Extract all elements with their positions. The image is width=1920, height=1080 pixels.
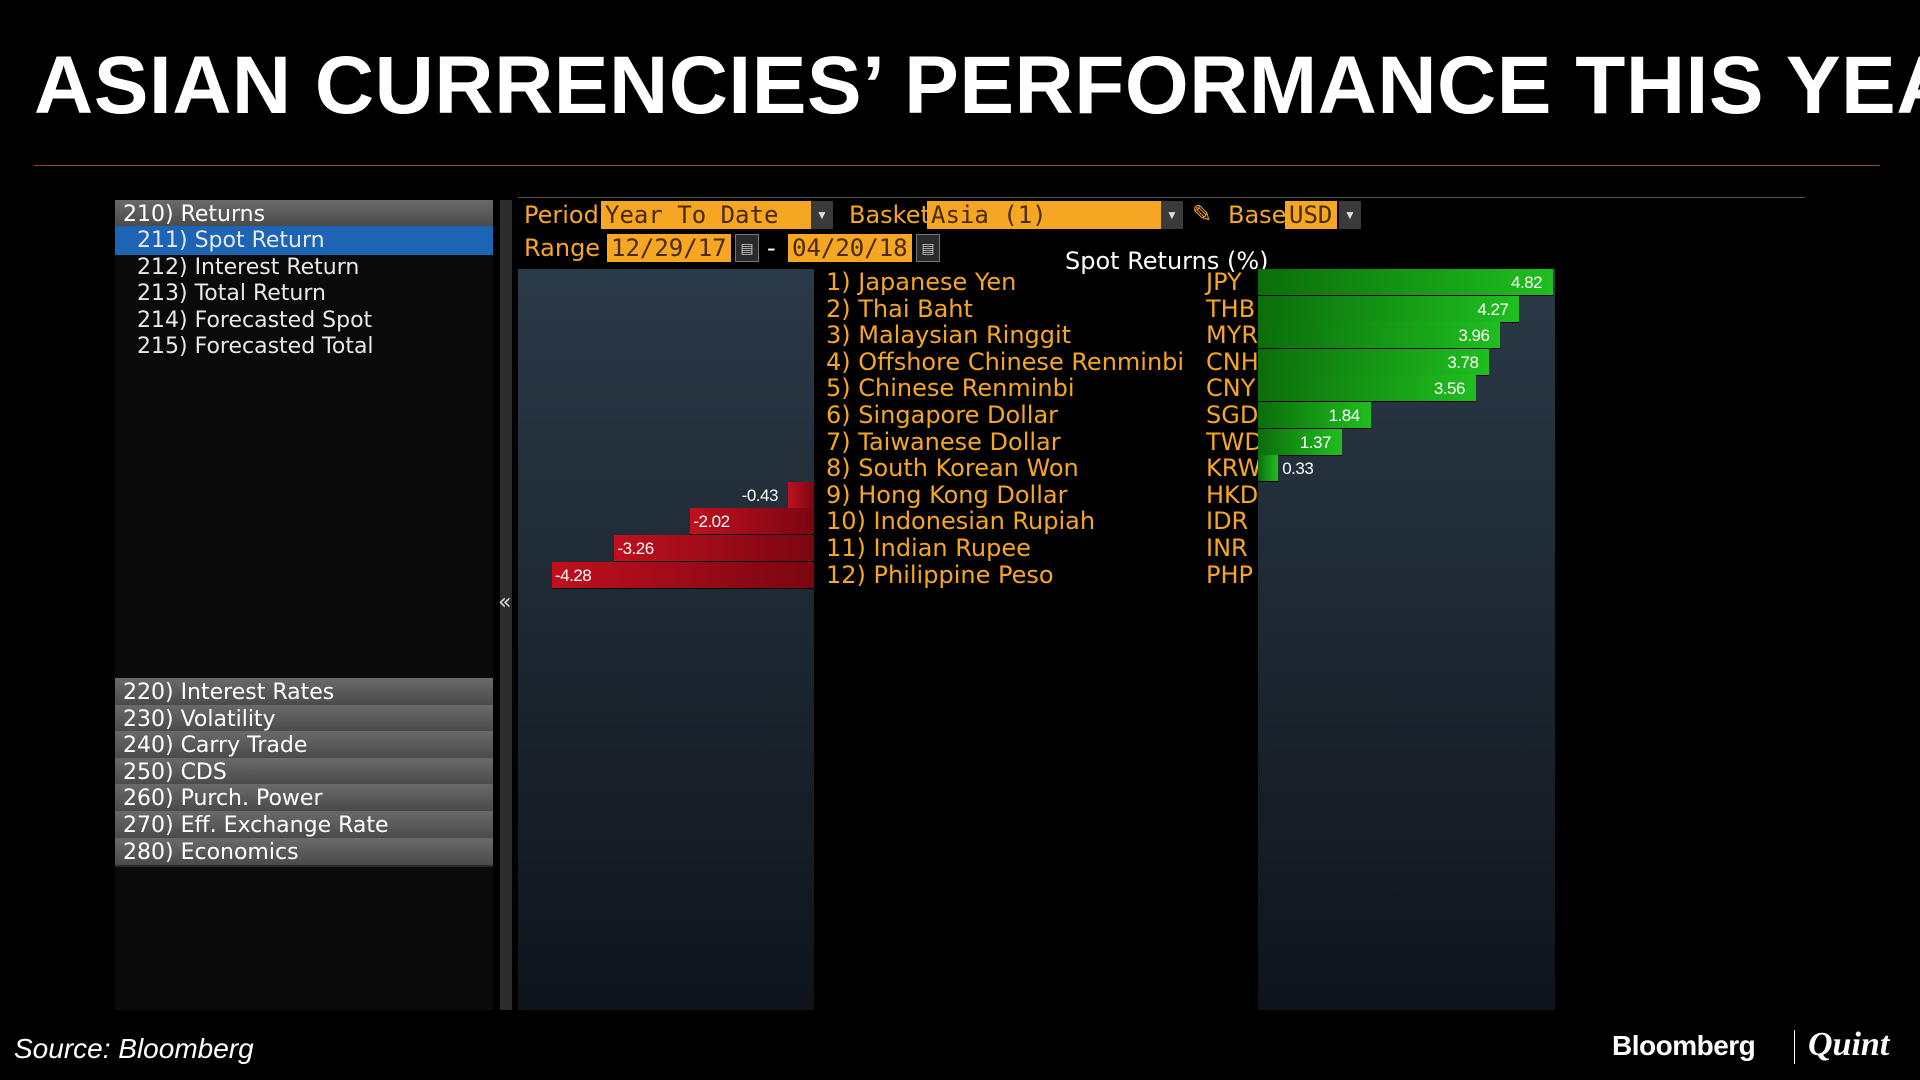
brand-logo: Bloomberg Quint — [1612, 1024, 1912, 1068]
menu-group-returns[interactable]: 210) Returns — [115, 200, 493, 229]
currency-name[interactable]: 9) Hong Kong Dollar — [826, 480, 1068, 509]
currency-name[interactable]: 8) South Korean Won — [826, 454, 1079, 483]
currency-name[interactable]: 7) Taiwanese Dollar — [826, 427, 1061, 456]
logo-quint: Quint — [1808, 1026, 1890, 1063]
period-chevron-down-icon[interactable]: ▼ — [811, 201, 833, 229]
bar — [1258, 269, 1553, 296]
currency-code: JPY — [1206, 268, 1242, 296]
currency-code: PHP — [1206, 560, 1253, 589]
title-divider — [34, 165, 1880, 166]
bar — [787, 481, 814, 509]
bar — [1258, 295, 1520, 323]
bar — [1258, 348, 1490, 376]
range-end-calendar-icon[interactable]: ▤ — [916, 234, 940, 262]
currency-name[interactable]: 11) Indian Rupee — [826, 534, 1031, 562]
basket-select[interactable]: Asia (1) — [927, 201, 1161, 229]
sidebar-item-5[interactable]: 215) Forecasted Total — [137, 334, 374, 359]
currency-name[interactable]: 4) Offshore Chinese Renminbi — [826, 347, 1185, 376]
currency-name[interactable]: 10) Indonesian Rupiah — [826, 507, 1096, 536]
period-select[interactable]: Year To Date — [601, 201, 811, 229]
menu-group-2[interactable]: 230) Volatility — [115, 704, 493, 734]
bar — [552, 561, 814, 589]
menu-group-1[interactable]: 220) Interest Rates — [115, 678, 493, 707]
base-chevron-down-icon[interactable]: ▼ — [1339, 201, 1361, 229]
chart-title: Spot Returns (%) — [1065, 247, 1269, 275]
currency-name[interactable]: 12) Philippine Peso — [826, 560, 1054, 589]
basket-chevron-down-icon[interactable]: ▼ — [1161, 201, 1183, 229]
bar — [614, 535, 814, 562]
bar — [1258, 322, 1501, 350]
controls-top-rule — [518, 197, 1805, 198]
basket-label: Basket — [849, 201, 930, 229]
bar-value-label: 0.33 — [1282, 459, 1314, 479]
bar-value-label: 3.56 — [1433, 379, 1466, 399]
bar — [1258, 402, 1371, 429]
menu-group-5[interactable]: 260) Purch. Power — [115, 784, 493, 814]
sidebar-item-2[interactable]: 212) Interest Return — [137, 254, 360, 280]
negative-bars-panel — [518, 269, 814, 1010]
sidebar-item-1[interactable]: 211) Spot Return — [115, 226, 493, 255]
range-start-calendar-icon[interactable]: ▤ — [735, 234, 759, 262]
bar-value-label: 4.82 — [1511, 273, 1543, 292]
currency-code: IDR — [1206, 507, 1249, 536]
currency-code: CNY — [1206, 374, 1256, 403]
currency-code: KRW — [1206, 454, 1262, 483]
sidebar-item-3[interactable]: 213) Total Return — [137, 281, 326, 306]
logo-separator — [1794, 1030, 1795, 1064]
currency-name[interactable]: 3) Malaysian Ringgit — [826, 321, 1072, 350]
bar-value-label: -2.02 — [693, 512, 730, 532]
bar-value-label: 4.27 — [1477, 299, 1509, 319]
menu-group-3[interactable]: 240) Carry Trade — [115, 731, 493, 761]
range-dash: - — [767, 234, 776, 262]
currency-code: SGD — [1206, 401, 1259, 429]
menu-group-7[interactable]: 280) Economics — [115, 837, 493, 867]
range-end-input[interactable]: 04/20/18 — [788, 234, 912, 262]
collapse-sidebar-icon[interactable]: « — [498, 590, 512, 615]
base-label: Base — [1228, 201, 1287, 229]
currency-code: CNH — [1206, 347, 1259, 376]
edit-pencil-icon[interactable]: ✎ — [1191, 201, 1213, 228]
bar — [1258, 428, 1342, 456]
currency-code: INR — [1206, 534, 1248, 562]
range-start-input[interactable]: 12/29/17 — [607, 234, 731, 262]
currency-code: MYR — [1206, 321, 1259, 350]
sidebar-splitter[interactable] — [500, 200, 512, 1010]
bar-value-label: 1.84 — [1328, 406, 1361, 425]
menu-group-6[interactable]: 270) Eff. Exchange Rate — [115, 811, 493, 840]
terminal-window: 210) Returns 211) Spot Return 212) Intere… — [115, 197, 1805, 1012]
range-label: Range — [524, 234, 601, 262]
bar-value-label: 3.96 — [1458, 326, 1490, 346]
bar — [1258, 375, 1476, 403]
bar-value-label: 1.37 — [1299, 432, 1332, 452]
bar — [1258, 455, 1279, 483]
currency-name[interactable]: 5) Chinese Renminbi — [826, 374, 1075, 403]
period-label: Period — [524, 201, 599, 229]
base-currency-select[interactable]: USD — [1285, 201, 1337, 229]
bar-value-label: -0.43 — [741, 485, 779, 505]
currency-name[interactable]: 6) Singapore Dollar — [826, 401, 1059, 429]
sidebar: 210) Returns 211) Spot Return 212) Intere… — [115, 200, 493, 1010]
bar — [690, 508, 814, 536]
controls-bar: Period Year To Date ▼ Basket Asia (1) ▼ … — [518, 197, 1805, 267]
bar-value-label: 3.78 — [1447, 352, 1479, 372]
bar-value-label: -4.28 — [555, 565, 592, 585]
currency-name[interactable]: 1) Japanese Yen — [826, 268, 1017, 296]
slide-title: ASIAN CURRENCIES’ PERFORMANCE THIS YEAR — [34, 40, 1920, 131]
currency-code: THB — [1206, 294, 1256, 323]
menu-group-4[interactable]: 250) CDS — [115, 757, 493, 787]
currency-name[interactable]: 2) Thai Baht — [826, 294, 973, 323]
currency-code: HKD — [1206, 480, 1259, 509]
sidebar-item-4[interactable]: 214) Forecasted Spot — [137, 307, 373, 333]
bar-value-label: -3.26 — [617, 539, 654, 558]
spot-returns-chart: 1) Japanese Yen JPY 4.82 2) Thai Baht THB 4.2… — [518, 268, 1805, 1010]
logo-bloomberg: Bloomberg — [1612, 1030, 1756, 1061]
source-caption: Source: Bloomberg — [14, 1033, 254, 1064]
currency-code: TWD — [1206, 427, 1263, 456]
